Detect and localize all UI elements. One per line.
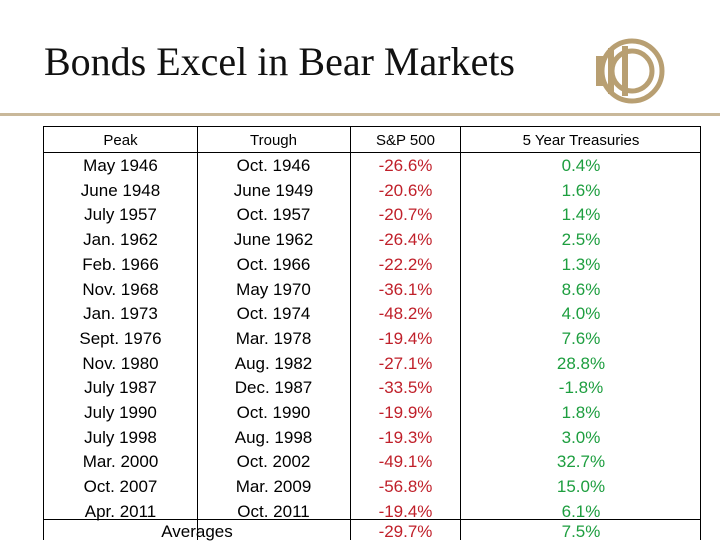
peak-cell: Nov. 1980 xyxy=(82,353,159,373)
table-row: Apr. 2011 Oct. 2011 -19.4% 6.1% xyxy=(44,500,700,525)
treasuries-cell: 6.1% xyxy=(561,501,601,521)
peak-cell: Sept. 1976 xyxy=(79,328,162,348)
treasuries-cell: 15.0% xyxy=(556,477,606,497)
averages-row: Averages -29.7% 7.5% xyxy=(44,519,700,543)
trough-cell: Oct. 1974 xyxy=(236,304,311,324)
table-row: Jan. 1962 June 1962 -26.4% 2.5% xyxy=(44,228,700,253)
peak-cell: Oct. 2007 xyxy=(83,477,158,497)
treasuries-cell: 1.8% xyxy=(561,403,601,422)
treasuries-cell: 1.3% xyxy=(561,254,601,274)
treasuries-cell: 4.0% xyxy=(561,304,601,324)
trough-cell: June 1962 xyxy=(233,230,314,250)
trough-cell: Aug. 1998 xyxy=(234,427,313,447)
treasuries-cell: 28.8% xyxy=(556,353,606,373)
treasuries-cell: 2.5% xyxy=(561,230,601,250)
sp500-cell: -19.9% xyxy=(378,403,433,422)
peak-cell: July 1957 xyxy=(84,205,157,225)
treasuries-cell: 7.6% xyxy=(561,328,601,348)
sp500-cell: -22.2% xyxy=(378,254,433,274)
peak-cell: July 1990 xyxy=(84,403,157,422)
column-divider xyxy=(460,127,461,540)
title-divider xyxy=(0,113,720,116)
trough-cell: May 1970 xyxy=(236,279,311,299)
table-row: Mar. 2000 Oct. 2002 -49.1% 32.7% xyxy=(44,450,700,475)
column-divider xyxy=(350,127,351,540)
sp500-cell: -33.5% xyxy=(378,378,433,398)
table-row: July 1998 Aug. 1998 -19.3% 3.0% xyxy=(44,426,700,451)
table-row: Nov. 1968 May 1970 -36.1% 8.6% xyxy=(44,278,700,303)
page-title: Bonds Excel in Bear Markets xyxy=(44,39,515,84)
trough-cell: Oct. 1946 xyxy=(236,156,311,175)
trough-cell: Mar. 1978 xyxy=(235,328,312,348)
peak-cell: Jan. 1973 xyxy=(83,304,158,324)
table-row: June 1948 June 1949 -20.6% 1.6% xyxy=(44,179,700,204)
averages-sp500: -29.7% xyxy=(378,522,433,541)
peak-cell: Mar. 2000 xyxy=(82,452,159,472)
table-header: Peak Trough S&P 500 5 Year Treasuries xyxy=(44,127,700,153)
table-row: May 1946 Oct. 1946 -26.6% 0.4% xyxy=(44,154,700,179)
treasuries-cell: 8.6% xyxy=(561,279,601,299)
peak-cell: Apr. 2011 xyxy=(84,501,157,521)
sp500-cell: -20.6% xyxy=(378,180,433,200)
table-row: Feb. 1966 Oct. 1966 -22.2% 1.3% xyxy=(44,253,700,278)
sp500-cell: -19.3% xyxy=(378,427,433,447)
sp500-cell: -56.8% xyxy=(378,477,433,497)
sp500-cell: -19.4% xyxy=(378,501,433,521)
header-trough: Trough xyxy=(250,132,297,149)
stylized-d-logo-icon xyxy=(596,38,665,104)
treasuries-cell: 3.0% xyxy=(561,427,601,447)
trough-cell: Oct. 1990 xyxy=(236,403,311,422)
trough-cell: Oct. 2011 xyxy=(237,501,310,521)
treasuries-cell: -1.8% xyxy=(558,378,604,398)
header-sp500: S&P 500 xyxy=(376,132,435,149)
table-row: July 1987 Dec. 1987 -33.5% -1.8% xyxy=(44,376,700,401)
trough-cell: Oct. 1966 xyxy=(236,254,311,274)
header-treasuries: 5 Year Treasuries xyxy=(522,132,640,149)
sp500-cell: -36.1% xyxy=(378,279,433,299)
table-row: July 1957 Oct. 1957 -20.7% 1.4% xyxy=(44,203,700,228)
sp500-cell: -49.1% xyxy=(378,452,433,472)
column-divider xyxy=(197,127,198,540)
sp500-cell: -26.6% xyxy=(378,156,433,175)
treasuries-cell: 1.4% xyxy=(561,205,601,225)
header-peak: Peak xyxy=(103,132,138,149)
peak-cell: Nov. 1968 xyxy=(82,279,159,299)
trough-cell: Mar. 2009 xyxy=(235,477,312,497)
table-row: Oct. 2007 Mar. 2009 -56.8% 15.0% xyxy=(44,475,700,500)
peak-cell: June 1948 xyxy=(80,180,161,200)
peak-cell: Feb. 1966 xyxy=(82,254,159,274)
sp500-cell: -27.1% xyxy=(378,353,433,373)
table-row: Nov. 1980 Aug. 1982 -27.1% 28.8% xyxy=(44,352,700,377)
table-row: Sept. 1976 Mar. 1978 -19.4% 7.6% xyxy=(44,327,700,352)
peak-cell: May 1946 xyxy=(83,156,158,175)
peak-cell: July 1987 xyxy=(84,378,157,398)
trough-cell: June 1949 xyxy=(233,180,314,200)
trough-cell: Dec. 1987 xyxy=(234,378,313,398)
trough-cell: Oct. 1957 xyxy=(236,205,311,225)
sp500-cell: -19.4% xyxy=(378,328,433,348)
sp500-cell: -48.2% xyxy=(378,304,433,324)
averages-label: Averages xyxy=(161,522,233,541)
peak-cell: Jan. 1962 xyxy=(83,230,158,250)
sp500-cell: -20.7% xyxy=(378,205,433,225)
averages-treasuries: 7.5% xyxy=(561,522,601,541)
bear-market-table: Peak Trough S&P 500 5 Year Treasuries Ma… xyxy=(43,126,701,543)
trough-cell: Aug. 1982 xyxy=(234,353,313,373)
treasuries-cell: 0.4% xyxy=(561,156,601,175)
table-row: Jan. 1973 Oct. 1974 -48.2% 4.0% xyxy=(44,302,700,327)
treasuries-cell: 1.6% xyxy=(561,180,601,200)
table-row: July 1990 Oct. 1990 -19.9% 1.8% xyxy=(44,401,700,426)
trough-cell: Oct. 2002 xyxy=(236,452,311,472)
sp500-cell: -26.4% xyxy=(378,230,433,250)
treasuries-cell: 32.7% xyxy=(556,452,606,472)
peak-cell: July 1998 xyxy=(84,427,157,447)
